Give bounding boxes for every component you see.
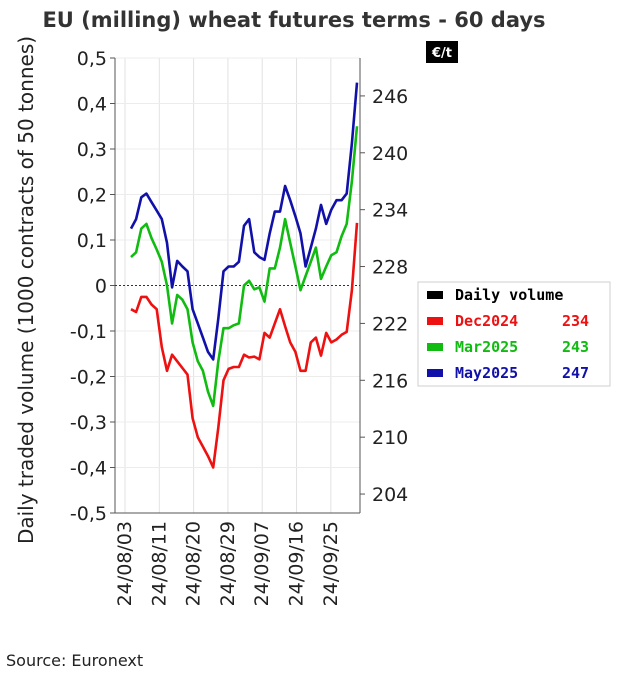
- legend-swatch-volume: [427, 291, 443, 299]
- legend-label-mar2025: Mar2025: [455, 338, 518, 356]
- y2-tick-label: 240: [372, 143, 408, 165]
- y2-tick-label: 228: [372, 257, 408, 279]
- x-tick-label: 24/08/03: [114, 521, 136, 606]
- y-tick-label: 0,4: [77, 94, 107, 116]
- y2-tick-label: 210: [372, 427, 408, 449]
- x-tick-label: 24/09/16: [286, 521, 308, 606]
- x-tick-label: 24/08/20: [183, 521, 205, 606]
- unit-label: €/t: [431, 46, 452, 61]
- legend-value-dec2024: 234: [562, 312, 589, 330]
- legend-swatch-dec2024: [427, 317, 443, 325]
- chart-title: EU (milling) wheat futures terms - 60 da…: [42, 8, 545, 32]
- y-tick-label: -0,2: [70, 367, 107, 389]
- y-tick-label: -0,1: [70, 321, 107, 343]
- y2-tick-label: 216: [372, 370, 408, 392]
- y2-tick-label: 234: [372, 200, 408, 222]
- y-axis-label: Daily traded volume (1000 contracts of 5…: [14, 36, 38, 544]
- source-note: Source: Euronext: [6, 651, 143, 670]
- x-tick-label: 24/08/11: [148, 521, 170, 606]
- y-tick-label: -0,5: [70, 503, 107, 525]
- y-tick-label: -0,3: [70, 412, 107, 434]
- y-tick-label: 0,2: [77, 185, 107, 207]
- series-line-may2025: [129, 82, 359, 361]
- legend-swatch-mar2025: [427, 343, 443, 351]
- x-tick-label: 24/09/07: [251, 521, 273, 606]
- y2-tick-label: 246: [372, 86, 408, 108]
- legend-value-mar2025: 243: [562, 338, 589, 356]
- plot-area: 24/08/03 24/08/11 24/08/20 24/08/29 24/09/07…: [70, 48, 408, 606]
- series-line-mar2025: [130, 126, 359, 408]
- series-line-dec2024: [130, 222, 359, 469]
- x-tick-label: 24/09/25: [320, 521, 342, 606]
- legend-box: [417, 281, 611, 387]
- y-tick-label: -0,4: [70, 458, 107, 480]
- legend-label-may2025: May2025: [455, 364, 518, 382]
- legend-value-may2025: 247: [562, 364, 589, 382]
- x-tick-label: 24/08/29: [217, 521, 239, 606]
- y-tick-label: 0: [95, 276, 107, 298]
- y-tick-label: 0,3: [77, 139, 107, 161]
- unit-badge: [426, 41, 458, 63]
- y2-tick-label: 204: [372, 484, 408, 506]
- y-tick-label: 0,5: [77, 48, 107, 70]
- y2-tick-label: 222: [372, 313, 408, 335]
- legend-label-dec2024: Dec2024: [455, 312, 518, 330]
- legend: Daily volume Dec2024 234 Mar2025 243 May…: [417, 281, 611, 387]
- y-tick-label: 0,1: [77, 230, 107, 252]
- legend-swatch-may2025: [427, 369, 443, 377]
- legend-label-volume: Daily volume: [455, 286, 563, 304]
